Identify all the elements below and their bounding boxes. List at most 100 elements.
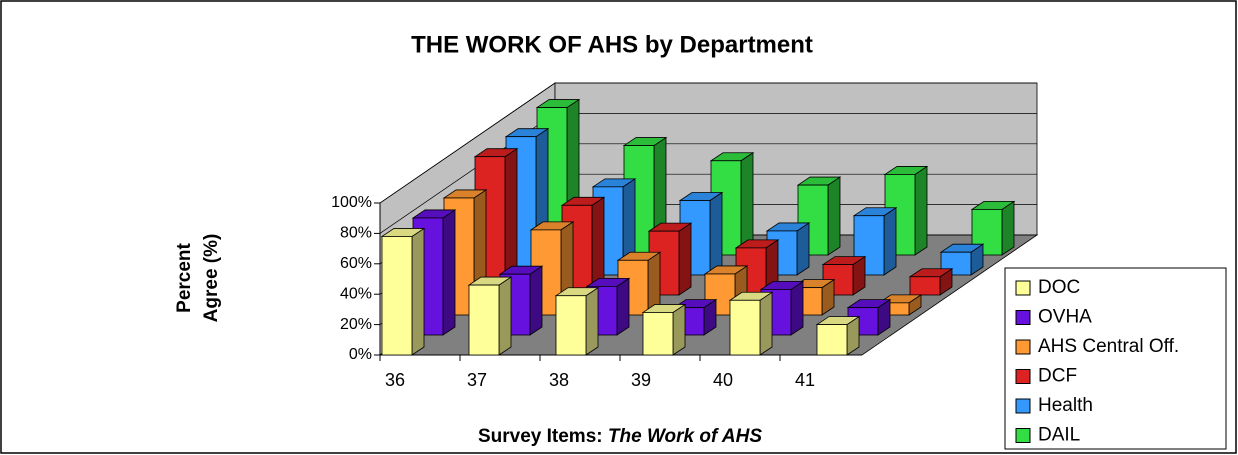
bar-side-shade <box>760 292 772 355</box>
x-tick-label: 37 <box>467 370 487 390</box>
y-axis-label: Agree (%) <box>201 234 222 323</box>
bar-top-shade <box>736 239 778 248</box>
bar-side-shade <box>847 316 859 355</box>
x-axis-label-part: The Work of AHS <box>608 426 762 447</box>
bar-top-shade <box>848 299 890 308</box>
bar <box>728 291 774 356</box>
bar-side-shade <box>822 279 834 315</box>
bar <box>852 206 898 276</box>
bar-side-shade <box>530 266 542 335</box>
bar-front <box>642 312 674 356</box>
bar-top-shade <box>624 137 666 146</box>
bar-side-shade <box>592 197 604 295</box>
x-axis-label: Survey Items: The Work of AHS <box>478 426 762 447</box>
bar-side-shade <box>704 299 716 335</box>
legend-label: AHS Central Off. <box>1038 336 1179 357</box>
legend-label: DAIL <box>1038 425 1080 446</box>
bar-top-shade <box>885 166 927 175</box>
bar-top-shade <box>854 207 896 216</box>
bar-side-shade <box>940 268 952 295</box>
y-axis-label: Percent <box>174 242 195 312</box>
legend-swatch <box>1015 428 1031 443</box>
bar-front <box>816 324 848 356</box>
grid-line <box>379 82 1037 204</box>
x-tick-label: 38 <box>549 370 569 390</box>
bar-top-shade <box>444 189 486 198</box>
legend-swatch <box>1015 280 1031 296</box>
y-tick-label: 60% <box>340 255 372 272</box>
bar-front <box>468 284 500 356</box>
x-axis-label-part: Survey Items: <box>478 426 608 447</box>
chart-title: THE WORK OF AHS by Department <box>411 31 813 58</box>
bar-side-shade <box>853 256 865 295</box>
bar-top-shade <box>413 209 455 218</box>
bar-top-shade <box>618 252 660 261</box>
bar-top-shade <box>531 221 573 230</box>
bar <box>467 276 513 356</box>
bar-side-shade <box>915 166 927 255</box>
bar-top-shade <box>382 228 424 237</box>
bar-top-shade <box>767 222 809 231</box>
bar <box>647 222 693 296</box>
bar-side-shade <box>412 228 424 355</box>
bar-side-shade <box>884 207 896 275</box>
legend-swatch <box>1015 339 1031 355</box>
legend-label: OVHA <box>1038 307 1092 328</box>
bar-top-shade <box>972 201 1014 210</box>
bar-front <box>555 295 587 356</box>
legend-label: Health <box>1038 395 1093 416</box>
x-tick-label: 39 <box>631 370 651 390</box>
bar-top-shade <box>711 152 753 161</box>
bar-side-shade <box>648 252 660 315</box>
bar-top-shade <box>587 278 629 287</box>
bar-side-shade <box>505 148 517 295</box>
bar-top-shade <box>469 277 511 286</box>
bar-top-shade <box>643 304 685 313</box>
bar-front <box>909 276 941 296</box>
y-tick-label: 40% <box>340 285 372 302</box>
y-tick-label: 100% <box>331 194 372 211</box>
bar-front <box>729 299 761 356</box>
legend-swatch <box>1015 310 1031 325</box>
legend-label: DOC <box>1038 277 1080 298</box>
bar-top-shade <box>798 177 840 186</box>
legend-swatch <box>1015 398 1031 414</box>
bar-top-shade <box>730 292 772 301</box>
bar-side-shade <box>741 152 753 255</box>
bar-top-shade <box>817 316 859 325</box>
bar <box>641 303 687 356</box>
legend <box>1004 267 1227 450</box>
bar-side-shade <box>710 192 722 275</box>
bar <box>380 227 426 356</box>
bar-top-shade <box>680 192 722 201</box>
bar-top-shade <box>761 281 803 290</box>
bar-top-shade <box>941 244 983 253</box>
bar-side-shade <box>909 294 921 315</box>
bar-top-shade <box>506 128 548 137</box>
bar <box>554 286 600 356</box>
bar-side-shade <box>586 287 598 355</box>
bar-side-shade <box>971 244 983 275</box>
bar <box>908 268 954 296</box>
legend-label: DCF <box>1038 366 1077 387</box>
x-tick-label: 36 <box>385 370 405 390</box>
bar-side-shade <box>1002 201 1014 255</box>
y-tick-label: 0% <box>349 346 372 363</box>
bar <box>846 298 892 336</box>
bar-side-shade <box>878 299 890 335</box>
bar <box>585 277 631 336</box>
bar-top-shade <box>593 178 635 187</box>
bar-side-shade <box>791 281 803 335</box>
bar-side-shade <box>443 209 455 335</box>
bar-side-shade <box>828 177 840 255</box>
bar-top-shade <box>562 197 604 206</box>
bar-top-shade <box>556 287 598 296</box>
bar-front <box>381 236 413 356</box>
bar <box>560 196 606 296</box>
bar-side-shade <box>797 222 809 275</box>
bar-side-shade <box>499 277 511 355</box>
bar-side-shade <box>623 178 635 275</box>
bar-top-shade <box>823 256 865 265</box>
bar-top-shade <box>475 148 517 157</box>
